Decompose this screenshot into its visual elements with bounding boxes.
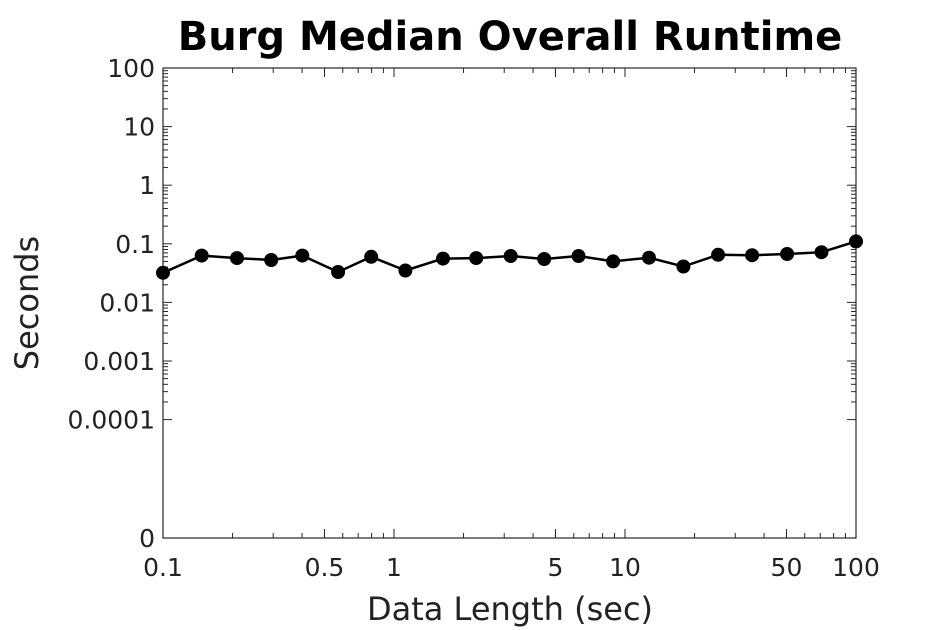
plot-area [162, 67, 857, 539]
data-point [503, 249, 518, 263]
data-point [264, 253, 279, 267]
x-tick-label: 0.5 [305, 553, 345, 582]
x-axis-tick-labels: 0.1 0.5 1 5 10 50 100 [143, 553, 880, 582]
x-tick-label: 0.1 [143, 553, 183, 582]
y-axis-tick-labels: 100 10 1 0.1 0.01 0.001 0.0001 0 [68, 54, 155, 553]
chart-title: Burg Median Overall Runtime [178, 14, 843, 60]
y-tick-label: 100 [107, 54, 155, 83]
y-axis-label: Seconds [8, 236, 46, 370]
y-tick-label: 0.001 [83, 347, 155, 376]
data-point [398, 263, 413, 278]
data-point [606, 254, 621, 269]
data-point [849, 234, 863, 249]
x-tick-label: 5 [548, 553, 564, 582]
data-point [711, 247, 726, 262]
x-tick-label: 10 [609, 553, 641, 582]
x-axis-ticks [162, 68, 857, 538]
x-axis-label: Data Length (sec) [367, 590, 653, 628]
y-axis-ticks [163, 67, 856, 539]
data-point [469, 251, 484, 266]
y-tick-label: 10 [123, 113, 155, 142]
data-point [571, 249, 586, 263]
data-point [194, 248, 209, 263]
data-point [745, 248, 760, 263]
axes-box [162, 67, 857, 539]
data-point [537, 252, 552, 266]
y-tick-label: 0.0001 [68, 406, 155, 435]
y-tick-label: 1 [139, 171, 155, 200]
y-tick-label: 0.1 [115, 230, 155, 259]
data-point [156, 265, 170, 280]
data-point [642, 250, 656, 265]
y-tick-label: 0 [139, 524, 155, 553]
x-tick-label: 50 [771, 553, 803, 582]
data-point [295, 248, 310, 263]
data-point [331, 265, 346, 279]
data-point [676, 259, 691, 274]
data-point [814, 245, 829, 260]
data-point [364, 249, 379, 264]
x-tick-label: 1 [386, 553, 402, 582]
series-layer [156, 234, 863, 280]
x-tick-label: 100 [832, 553, 880, 582]
data-point [230, 251, 244, 266]
data-point [780, 247, 795, 261]
data-point [436, 251, 450, 266]
y-tick-label: 0.01 [99, 288, 155, 317]
